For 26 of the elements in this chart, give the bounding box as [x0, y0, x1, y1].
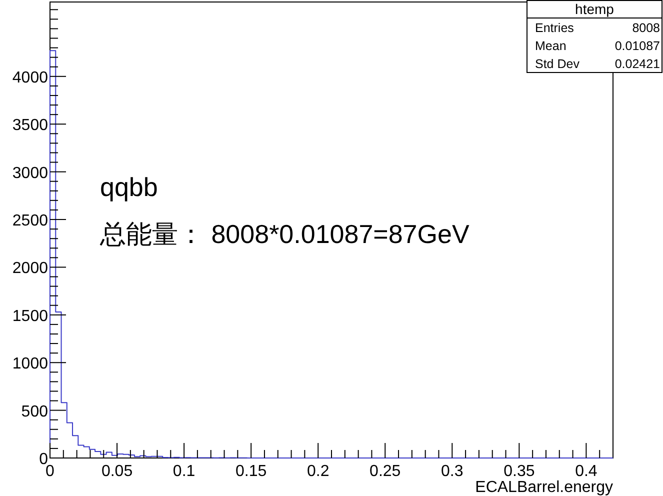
annotation: qqbb [100, 172, 158, 202]
annotation: Mean [535, 39, 566, 53]
x-axis-title: ECALBarrel.energy [475, 479, 613, 496]
annotation: Std Dev [535, 57, 580, 71]
y-tick-label: 4000 [12, 69, 48, 86]
y-tick-label: 500 [21, 403, 48, 420]
y-tick-label: 1000 [12, 356, 48, 373]
x-tick-label: 0.3 [441, 463, 464, 480]
x-tick-label: 0.15 [236, 463, 267, 480]
y-tick-label: 3000 [12, 164, 48, 182]
x-tick-label: 0.35 [504, 463, 535, 480]
x-tick-label: 0.4 [575, 463, 598, 480]
x-tick-label: 0.05 [101, 463, 133, 480]
annotation: Entries [535, 21, 574, 35]
annotation: htemp [575, 1, 614, 17]
text: 0.02421 [614, 57, 660, 71]
annotation: 总能量： 8008*0.01087=87GeV [99, 219, 470, 249]
x-tick-label: 0.1 [172, 463, 196, 480]
y-tick-label: 2000 [12, 260, 48, 278]
y-tick-label: 3500 [12, 117, 48, 134]
text: 8008 [632, 21, 660, 35]
x-tick-label: 0.2 [306, 463, 330, 480]
x-tick-label: 0.25 [370, 463, 401, 480]
text: 0.01087 [614, 39, 660, 53]
y-tick-label: 1500 [12, 308, 48, 325]
y-tick-label: 2500 [12, 212, 48, 230]
